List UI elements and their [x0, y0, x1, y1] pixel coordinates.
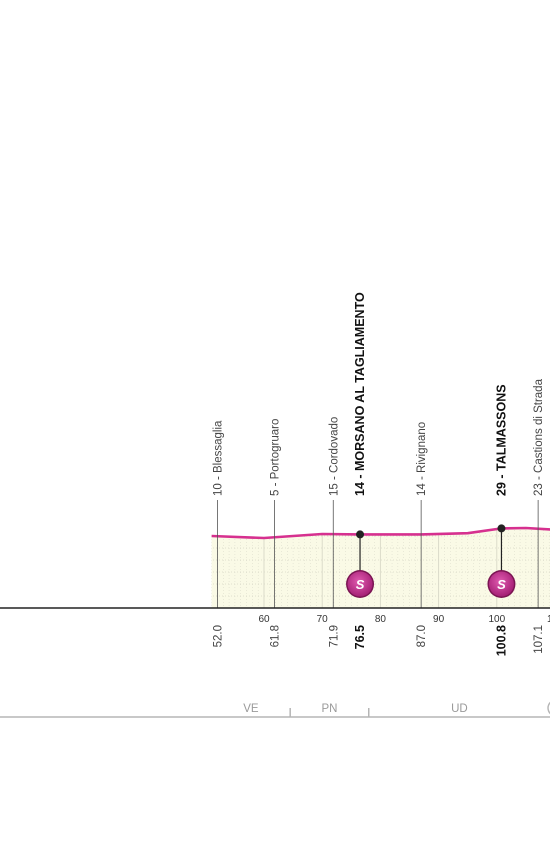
- tick-label-100: 100: [488, 614, 505, 625]
- waypoint-name: 5 - Portogruaro: [270, 419, 282, 496]
- waypoint-distance: 52.0: [212, 625, 224, 647]
- waypoint-label-layer: 10 - Blessaglia 52.0 5 - Portogruaro 61.8 15…: [212, 292, 545, 656]
- waypoint-dot: [356, 530, 365, 539]
- region-label-pn: PN: [321, 703, 337, 715]
- region-label-ve: VE: [243, 703, 259, 715]
- waypoint-distance: 71.9: [328, 625, 340, 647]
- tick-label-90: 90: [433, 614, 445, 625]
- km-axis: 60708090100110120130140: [0, 607, 550, 625]
- sprint-marker: S: [346, 570, 375, 598]
- marker-layer: SSRed Bull: [346, 524, 516, 598]
- sprint-marker-disc: [347, 571, 373, 597]
- waypoint-distance: 107.1: [533, 625, 545, 654]
- region-label-ud: UD: [451, 703, 468, 715]
- waypoint-distance: 61.8: [270, 625, 282, 647]
- waypoint-name: 14 - MORSANO AL TAGLIAMENTO: [353, 292, 367, 496]
- waypoint-name: 15 - Cordovado: [328, 417, 340, 496]
- waypoint-dot: [497, 524, 506, 533]
- profile-line-layer: [211, 526, 550, 540]
- sprint-marker: S: [487, 570, 516, 598]
- tick-label-110: 110: [547, 614, 550, 625]
- profile-line: [211, 526, 550, 540]
- waypoint-name: 14 - Rivignano: [416, 422, 428, 496]
- waypoint-name: 23 - Castions di Strada: [533, 378, 545, 496]
- waypoint-distance: 100.8: [495, 625, 509, 656]
- sprint-marker-label: S: [356, 577, 365, 592]
- tick-label-80: 80: [375, 614, 387, 625]
- region-label-cutoff: [547, 701, 550, 715]
- waypoint-distance: 87.0: [416, 625, 428, 647]
- region-bar: VE PN UD: [0, 701, 550, 718]
- sprint-marker-label: S: [497, 577, 506, 592]
- waypoint-distance: 76.5: [353, 625, 367, 649]
- waypoint-name: 29 - TALMASSONS: [495, 384, 509, 496]
- waypoint-leader-layer: [217, 500, 539, 608]
- tick-label-70: 70: [317, 614, 329, 625]
- sprint-marker-disc: [488, 571, 514, 597]
- waypoint-name: 10 - Blessaglia: [212, 420, 224, 496]
- tick-label-60: 60: [258, 614, 270, 625]
